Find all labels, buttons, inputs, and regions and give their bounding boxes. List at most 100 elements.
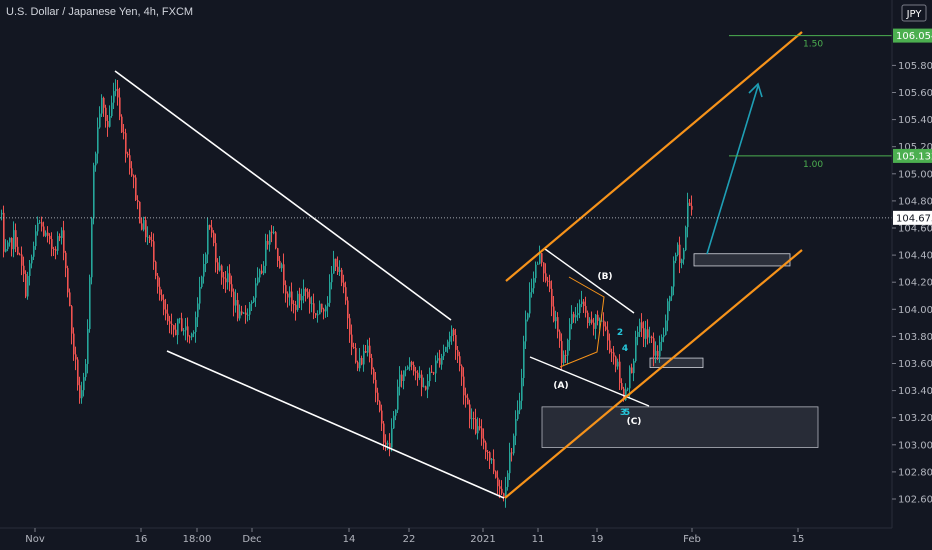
candle-body [411, 361, 413, 365]
candle-body [337, 266, 339, 272]
candle-body [293, 304, 295, 306]
candle-body [175, 329, 177, 336]
candle-body [553, 306, 555, 322]
candle-body [665, 320, 667, 335]
candle-body [453, 329, 455, 336]
candle-body [637, 331, 639, 337]
candle-body [345, 287, 347, 301]
candle-body [577, 313, 579, 316]
candle-body [309, 297, 311, 304]
candle-body [359, 358, 361, 369]
candle-body [355, 348, 357, 363]
candle-body [691, 205, 693, 210]
candle-body [425, 386, 427, 390]
candle-body [65, 252, 67, 269]
candle-body [259, 270, 261, 278]
candle-body [667, 301, 669, 321]
candle-body [213, 232, 215, 244]
candle-body [25, 273, 27, 297]
candle-body [289, 291, 291, 298]
candle-body [605, 326, 607, 330]
candle-body [41, 222, 43, 227]
price-tick-label: 105.400 [898, 115, 932, 126]
candle-body [413, 364, 415, 372]
candle-body [423, 386, 425, 388]
candle-body [481, 428, 483, 439]
candle-body [299, 293, 301, 301]
candle-body [391, 428, 393, 448]
candle-body [147, 236, 149, 238]
price-tick-label: 104.400 [898, 251, 932, 262]
candle-body [477, 426, 479, 434]
candle-body [111, 102, 113, 117]
candle-body [33, 246, 35, 257]
flag-lower-line [529, 356, 650, 407]
candle-body [307, 291, 309, 298]
candle-body [179, 318, 181, 320]
candle-body [23, 265, 25, 274]
candle-body [223, 277, 225, 279]
candle-body [5, 249, 7, 252]
candle-body [107, 120, 109, 127]
candle-body [97, 127, 99, 154]
candle-body [475, 418, 477, 434]
candle-body [37, 222, 39, 232]
candle-body [165, 309, 167, 314]
fib-ratio-label: 1.00 [803, 160, 823, 170]
candle-body [55, 249, 57, 251]
candle-body [255, 283, 257, 298]
candle-body [89, 277, 91, 330]
price-axis[interactable]: 102.600 102.800 103.000 103.200 103.400 103.6… [891, 0, 932, 528]
candle-body [363, 350, 365, 365]
candle-body [467, 397, 469, 405]
candle-body [31, 256, 33, 264]
candle-body [209, 225, 211, 228]
wave-label: 2 [617, 328, 623, 338]
candle-body [381, 410, 383, 424]
candle-body [145, 220, 147, 238]
candle-body [389, 443, 391, 448]
candle-body [677, 244, 679, 255]
candle-body [421, 374, 423, 388]
candle-body [297, 293, 299, 310]
candle-body [377, 392, 379, 402]
wave-label: 5 [624, 408, 630, 418]
candle-body [603, 320, 605, 327]
candle-body [235, 300, 237, 306]
candle-body [397, 386, 399, 410]
channel-upper-line [505, 31, 803, 282]
candle-body [319, 303, 321, 315]
candle-body [249, 303, 251, 315]
candle-body [137, 199, 139, 202]
time-tick-label: 11 [532, 534, 545, 545]
candle-body [195, 317, 197, 333]
candle-body [279, 260, 281, 269]
candle-body [519, 400, 521, 411]
price-tick-label: 104.000 [898, 305, 932, 316]
time-tick-label: 18:00 [183, 534, 212, 545]
candle-body [657, 350, 659, 357]
candle-body [639, 322, 641, 332]
candle-body [155, 261, 157, 276]
candle-body [673, 260, 675, 287]
time-axis[interactable]: Nov 16 18:00 Dec 14 22 2021 11 19 Feb 15 [0, 527, 892, 545]
candle-body [661, 337, 663, 342]
candle-body [177, 318, 179, 336]
candle-body [3, 212, 5, 252]
candle-body [675, 254, 677, 261]
candle-body [219, 265, 221, 271]
candle-body [511, 452, 513, 454]
current-price-badge: 104.675 [896, 213, 932, 224]
candle-body [451, 329, 453, 337]
candle-body [687, 202, 689, 228]
candle-body [329, 282, 331, 303]
price-badges: 104.675 105.132 106.054 JPY [893, 4, 932, 225]
candle-body [243, 312, 245, 314]
candle-body [507, 473, 509, 487]
candle-body [9, 238, 11, 243]
candle-body [379, 401, 381, 411]
candle-body [493, 459, 495, 472]
candle-body [435, 360, 437, 374]
candle-body [347, 300, 349, 319]
